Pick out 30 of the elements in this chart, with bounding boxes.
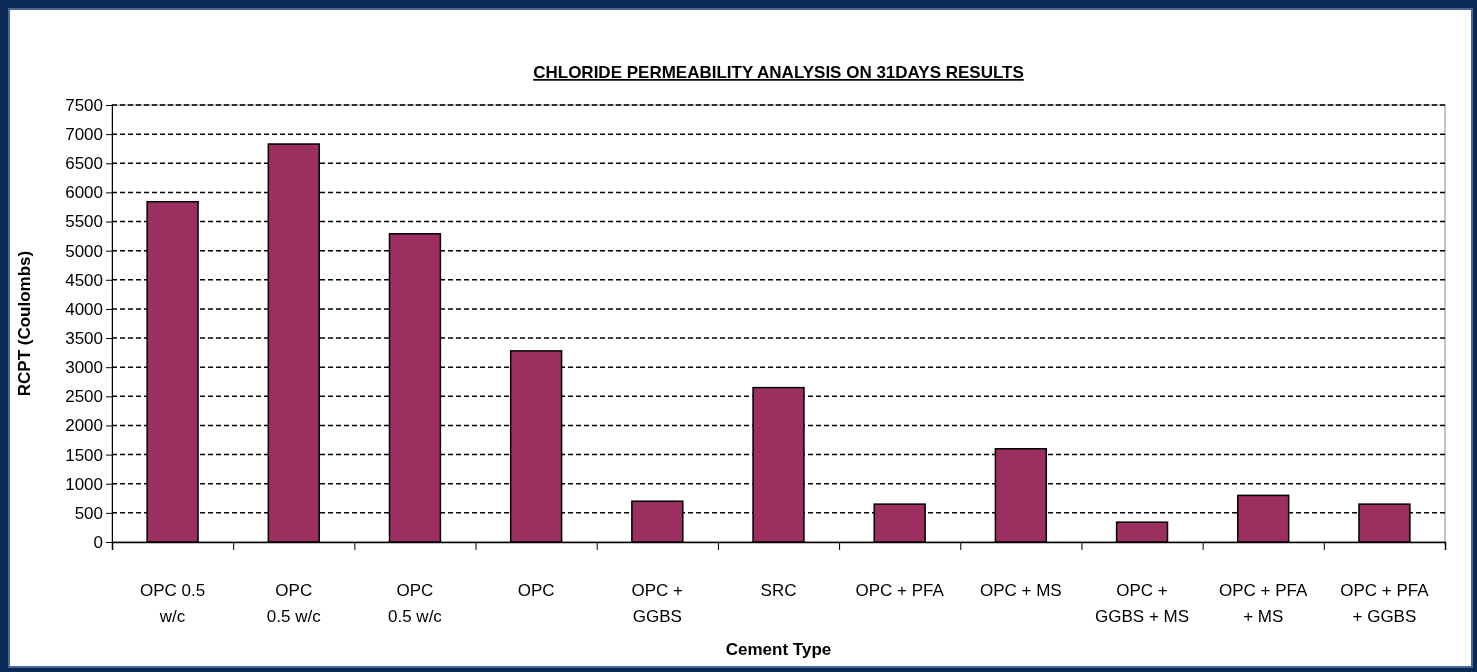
y-tick-label: 7500 <box>65 95 103 115</box>
x-tick-label: OPC <box>517 581 555 600</box>
x-tick-label: OPC + PFA + MS <box>1219 581 1309 626</box>
y-tick-label: 2500 <box>65 387 103 407</box>
y-tick-label: 5000 <box>65 241 103 261</box>
x-axis-title: Cement Type <box>725 640 832 659</box>
y-tick-label: 4500 <box>65 270 103 290</box>
x-tick-label: OPC 0.5 w/c <box>388 581 443 626</box>
x-tick-label: OPC + GGBS <box>631 581 684 626</box>
y-tick-label: 4000 <box>65 299 103 319</box>
x-tick-label: SRC <box>760 581 797 600</box>
y-tick-label: 1000 <box>65 474 103 494</box>
x-tick-label: OPC + GGBS + MS <box>1095 581 1190 626</box>
chart-title: CHLORIDE PERMEABILITY ANALYSIS ON 31DAYS RESULTS <box>533 63 1024 82</box>
y-axis-title: RCPT (Coulombs) <box>15 250 34 397</box>
x-tick-label: OPC + PFA <box>855 581 945 600</box>
x-tick-label: OPC 0.5 w/c <box>139 581 206 626</box>
x-tick-label: OPC + PFA + GGBS <box>1340 581 1430 626</box>
y-tick-label: 3000 <box>65 358 103 378</box>
y-tick-label: 6000 <box>65 183 103 203</box>
y-tick-label: 6500 <box>65 154 103 174</box>
y-tick-label: 3500 <box>65 329 103 349</box>
y-tick-label: 2000 <box>65 416 103 436</box>
y-tick-label: 7000 <box>65 125 103 145</box>
y-tick-label: 5500 <box>65 212 103 232</box>
y-tick-label: 1500 <box>65 445 103 465</box>
y-tick-label: 0 <box>93 532 103 552</box>
x-tick-label: OPC + MS <box>980 581 1062 600</box>
y-tick-label: 500 <box>74 503 103 523</box>
x-tick-label: OPC 0.5 w/c <box>266 581 322 626</box>
